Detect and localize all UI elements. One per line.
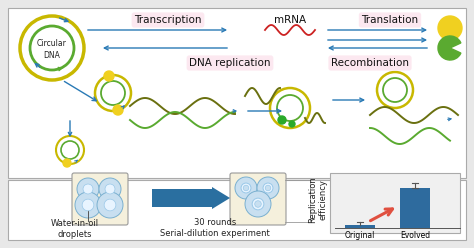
Circle shape bbox=[82, 199, 94, 211]
Circle shape bbox=[241, 183, 251, 193]
FancyBboxPatch shape bbox=[72, 173, 128, 225]
Circle shape bbox=[97, 192, 123, 218]
Circle shape bbox=[104, 199, 116, 211]
Text: Translation: Translation bbox=[362, 15, 419, 25]
Text: 30 rounds
Serial-dilution experiment: 30 rounds Serial-dilution experiment bbox=[160, 218, 270, 238]
Text: Circular: Circular bbox=[37, 38, 67, 48]
Bar bbox=[330, 173, 460, 233]
Text: Recombination: Recombination bbox=[331, 58, 409, 68]
Text: Water-in-oil
droplets: Water-in-oil droplets bbox=[51, 219, 99, 239]
Text: Evolved: Evolved bbox=[400, 230, 430, 240]
Bar bbox=[345, 225, 375, 228]
Circle shape bbox=[265, 185, 271, 191]
Circle shape bbox=[105, 184, 115, 194]
Text: DNA replication: DNA replication bbox=[189, 58, 271, 68]
FancyArrow shape bbox=[152, 187, 230, 209]
Circle shape bbox=[243, 185, 249, 191]
Wedge shape bbox=[438, 36, 461, 60]
Circle shape bbox=[63, 159, 71, 167]
Circle shape bbox=[252, 198, 264, 210]
Text: Transcription: Transcription bbox=[134, 15, 202, 25]
Circle shape bbox=[255, 201, 261, 207]
Circle shape bbox=[104, 71, 114, 81]
Circle shape bbox=[75, 192, 101, 218]
Text: Original: Original bbox=[345, 230, 375, 240]
Circle shape bbox=[278, 116, 286, 124]
Circle shape bbox=[99, 178, 121, 200]
Circle shape bbox=[257, 177, 279, 199]
Circle shape bbox=[438, 16, 462, 40]
Circle shape bbox=[245, 191, 271, 217]
Circle shape bbox=[77, 178, 99, 200]
Text: Replication
efficiency: Replication efficiency bbox=[308, 177, 328, 223]
Text: mRNA: mRNA bbox=[274, 15, 306, 25]
Text: DNA: DNA bbox=[44, 51, 61, 60]
Bar bbox=[8, 8, 466, 178]
Circle shape bbox=[235, 177, 257, 199]
Circle shape bbox=[113, 105, 123, 115]
Bar bbox=[400, 188, 430, 228]
Bar bbox=[8, 180, 466, 240]
Circle shape bbox=[289, 121, 295, 127]
FancyBboxPatch shape bbox=[230, 173, 286, 225]
Circle shape bbox=[263, 183, 273, 193]
Circle shape bbox=[83, 184, 93, 194]
